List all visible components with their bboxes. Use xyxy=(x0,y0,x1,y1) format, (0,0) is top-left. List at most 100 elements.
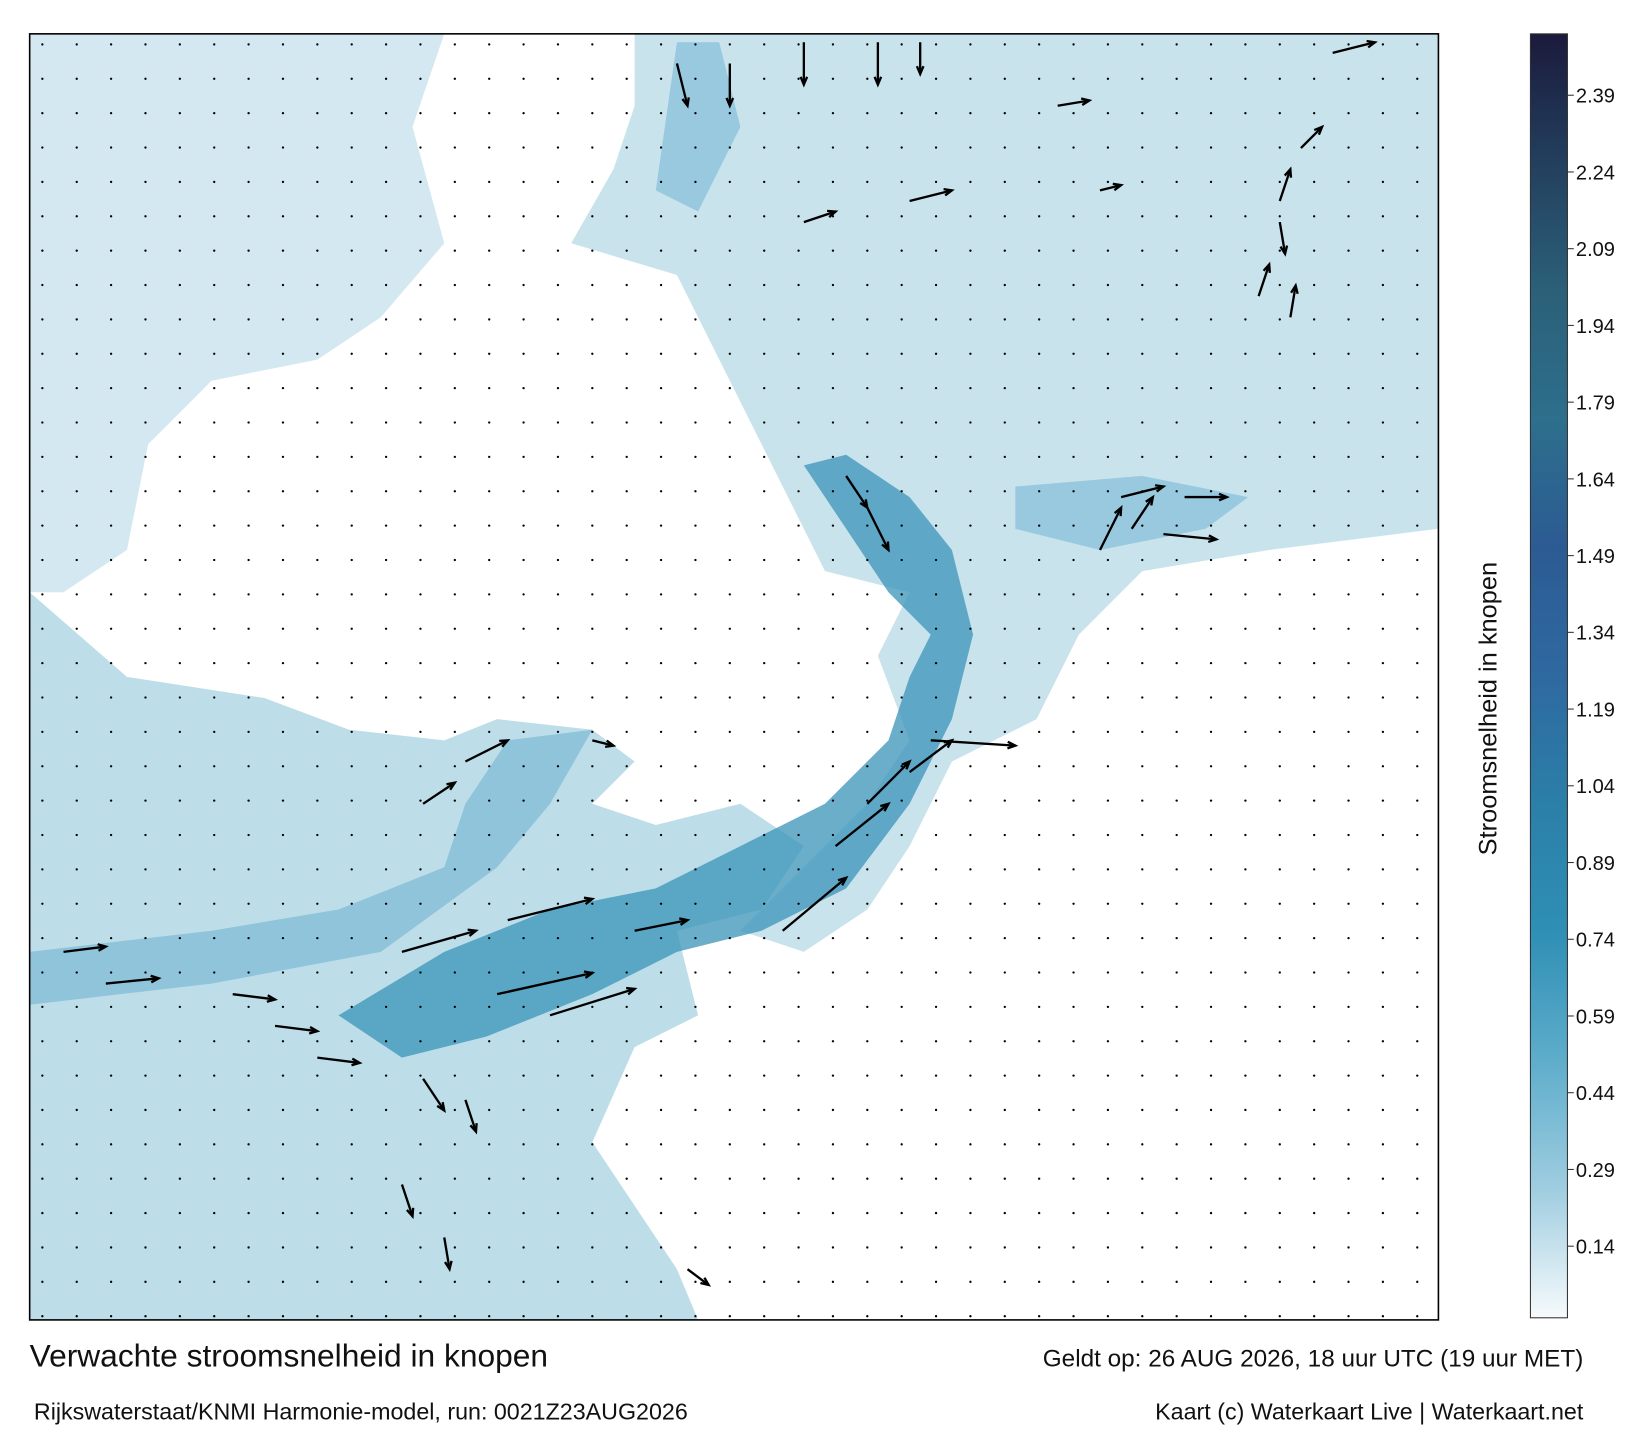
grid-dot xyxy=(75,421,78,424)
grid-dot xyxy=(384,146,388,149)
grid-dot xyxy=(41,249,44,252)
grid-dot xyxy=(350,77,353,80)
grid-dot xyxy=(1072,283,1075,287)
grid-dot xyxy=(763,1143,766,1146)
grid-dot xyxy=(625,627,628,630)
grid-dot xyxy=(75,1211,78,1215)
grid-dot xyxy=(144,1108,147,1112)
grid-dot xyxy=(1278,902,1281,905)
grid-dot xyxy=(281,902,285,905)
grid-dot xyxy=(659,1280,663,1284)
grid-dot xyxy=(488,799,491,802)
grid-dot xyxy=(969,386,972,390)
grid-dot xyxy=(1106,1005,1110,1009)
grid-dot xyxy=(831,833,835,837)
grid-dot xyxy=(797,696,800,699)
grid-dot xyxy=(144,661,147,665)
grid-dot xyxy=(1416,661,1419,665)
grid-dot xyxy=(556,1177,560,1180)
grid-dot xyxy=(1278,661,1281,665)
grid-dot xyxy=(797,112,800,115)
arrow-head xyxy=(604,739,617,749)
grid-dot xyxy=(1141,936,1144,940)
grid-dot xyxy=(384,627,388,630)
grid-dot xyxy=(625,1108,628,1112)
grid-dot xyxy=(281,77,285,80)
grid-dot xyxy=(659,352,663,355)
grid-dot xyxy=(109,1177,113,1180)
grid-dot xyxy=(75,386,78,390)
arrow-head xyxy=(446,780,458,791)
grid-dot xyxy=(763,868,766,871)
grid-dot xyxy=(1003,627,1006,630)
grid-dot xyxy=(419,730,422,734)
grid-dot xyxy=(350,1005,353,1009)
grid-dot xyxy=(488,1108,491,1112)
grid-dot xyxy=(591,352,594,355)
grid-dot xyxy=(1381,661,1385,665)
grid-dot xyxy=(419,249,422,252)
grid-dot xyxy=(41,352,44,355)
grid-dot xyxy=(1312,833,1316,837)
grid-dot xyxy=(591,936,594,940)
grid-dot xyxy=(900,455,903,459)
grid-dot xyxy=(75,833,78,837)
grid-dot xyxy=(797,1005,800,1009)
grid-dot xyxy=(1416,868,1419,871)
grid-dot xyxy=(522,868,525,871)
grid-dot xyxy=(1209,833,1213,837)
grid-dot xyxy=(1209,1280,1213,1284)
grid-dot xyxy=(419,1040,422,1043)
grid-dot xyxy=(41,1315,44,1318)
grid-dot xyxy=(1072,490,1075,493)
grid-dot xyxy=(625,696,628,699)
grid-dot xyxy=(384,318,388,321)
current-arrow xyxy=(496,971,593,996)
grid-dot xyxy=(969,730,972,734)
grid-dot xyxy=(384,1315,388,1318)
grid-dot xyxy=(488,936,491,940)
grid-dot xyxy=(178,283,182,287)
grid-dot xyxy=(109,971,113,974)
grid-dot xyxy=(316,249,319,252)
grid-dot xyxy=(556,936,560,940)
grid-dot xyxy=(969,421,972,424)
grid-dot xyxy=(797,833,800,837)
grid-dot xyxy=(763,215,766,218)
grid-dot xyxy=(591,455,594,459)
grid-dot xyxy=(522,146,525,149)
grid-dot xyxy=(728,1280,731,1284)
grid-dot xyxy=(1038,1315,1041,1318)
grid-dot xyxy=(866,1040,869,1043)
grid-dot xyxy=(1278,1177,1281,1180)
grid-dot xyxy=(1141,1074,1144,1077)
grid-dot xyxy=(213,77,216,80)
grid-dot xyxy=(1381,1005,1385,1009)
grid-dot xyxy=(281,936,285,940)
grid-dot xyxy=(625,765,628,768)
grid-dot xyxy=(75,627,78,630)
grid-dot xyxy=(831,765,835,768)
grid-dot xyxy=(1381,1280,1385,1284)
grid-dot xyxy=(900,696,903,699)
grid-dot xyxy=(1244,421,1247,424)
grid-dot xyxy=(1003,971,1006,974)
grid-dot xyxy=(1244,455,1247,459)
grid-dot xyxy=(1381,215,1385,218)
grid-dot xyxy=(556,1074,560,1077)
grid-dot xyxy=(831,696,835,699)
grid-dot xyxy=(1381,1315,1385,1318)
grid-dot xyxy=(556,765,560,768)
grid-dot xyxy=(591,1143,594,1146)
grid-dot xyxy=(1072,1074,1075,1077)
grid-dot xyxy=(109,1211,113,1215)
grid-dot xyxy=(247,730,250,734)
grid-dot xyxy=(488,421,491,424)
grid-dot xyxy=(350,902,353,905)
grid-dot xyxy=(694,1040,697,1043)
grid-dot xyxy=(831,799,835,802)
grid-dot xyxy=(1003,799,1006,802)
grid-dot xyxy=(1312,455,1316,459)
grid-dot xyxy=(488,1315,491,1318)
arrow-head xyxy=(1007,740,1019,750)
